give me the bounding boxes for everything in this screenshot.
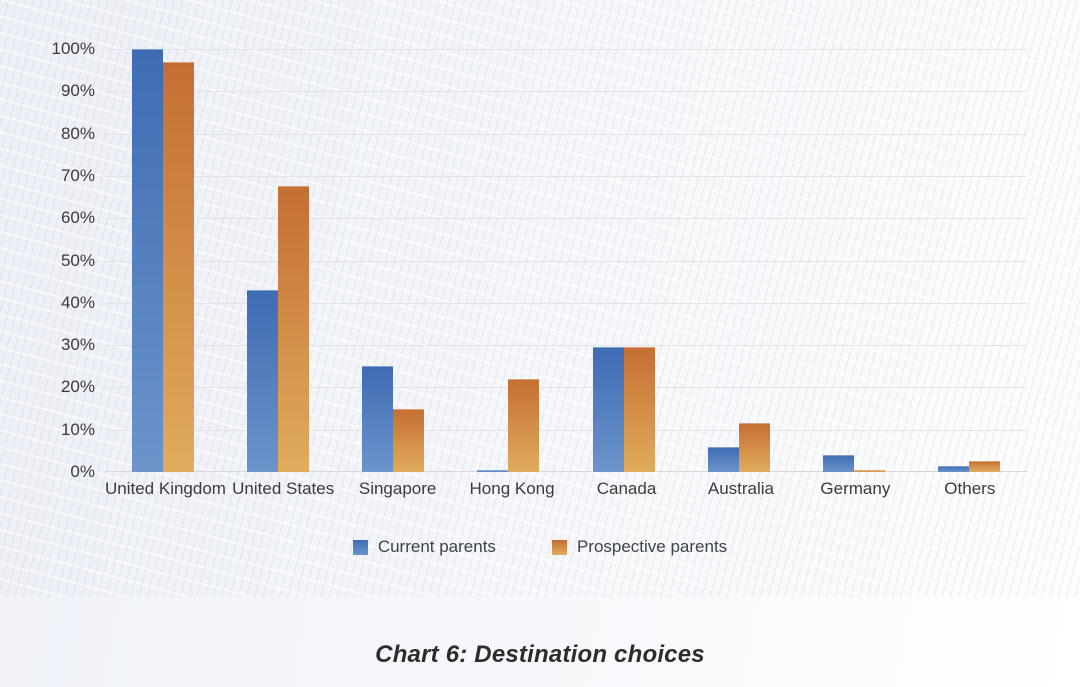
category-label: Germany	[820, 479, 891, 498]
x-axis-labels: United Kingdom United States Singapore Hong…	[105, 479, 1027, 499]
bar-group	[220, 49, 335, 472]
bar-group	[797, 49, 912, 472]
gridline	[105, 175, 1027, 177]
y-axis: 0% 10% 20% 30% 40% 50% 60% 70% 80% 90% 100%	[0, 39, 95, 481]
bar-current-parents	[707, 446, 739, 472]
bar-prospective-parents	[393, 408, 425, 472]
gridline	[105, 218, 1027, 220]
y-tick-label: 60%	[60, 208, 95, 228]
gridline	[105, 429, 1027, 431]
category-label: United Kingdom	[105, 479, 226, 498]
bar-group	[566, 49, 681, 472]
bar-current-parents	[938, 465, 970, 472]
bar-group	[451, 49, 566, 472]
bar-prospective-parents	[623, 347, 655, 472]
y-tick-label: 10%	[60, 419, 95, 439]
bar-current-parents	[592, 347, 624, 472]
y-tick-label: 20%	[60, 377, 95, 397]
bar-group	[105, 49, 220, 472]
y-tick-label: 80%	[60, 123, 95, 143]
gridline	[105, 387, 1027, 389]
bar-current-parents	[477, 469, 509, 472]
chart-caption: Chart 6: Destination choices	[375, 641, 705, 668]
bar-group	[912, 49, 1027, 472]
y-tick-label: 90%	[60, 81, 95, 101]
gridline	[105, 133, 1027, 135]
gridline	[105, 49, 1027, 50]
bar-prospective-parents	[738, 423, 770, 472]
gridline	[105, 91, 1027, 93]
y-tick-label: 50%	[60, 250, 95, 270]
bar-prospective-parents	[162, 61, 194, 472]
y-tick-label: 100%	[51, 39, 95, 58]
legend-item: Current parents	[352, 537, 496, 557]
bar-prospective-parents	[508, 378, 540, 472]
plot-area	[105, 49, 1027, 472]
category-label: Canada	[596, 479, 657, 498]
bar-prospective-parents	[969, 461, 1001, 472]
x-axis-line	[105, 471, 1027, 472]
legend-item: Prospective parents	[551, 537, 728, 557]
y-tick-label: 70%	[60, 165, 95, 185]
category-label: Hong Kong	[469, 479, 555, 498]
bar-prospective-parents	[277, 186, 309, 472]
gridline	[105, 345, 1027, 347]
legend-swatch-icon	[551, 539, 567, 555]
legend-swatch-icon	[352, 539, 368, 555]
bar-current-parents	[823, 455, 855, 472]
category-label: United States	[232, 479, 335, 498]
gridline	[105, 302, 1027, 304]
bar-group	[336, 49, 451, 472]
y-tick-label: 40%	[60, 292, 95, 312]
legend-label: Current parents	[377, 537, 496, 556]
bar-prospective-parents	[854, 469, 886, 472]
gridline	[105, 260, 1027, 262]
bar-current-parents	[131, 49, 163, 472]
bar-current-parents	[246, 290, 278, 472]
y-tick-label: 30%	[60, 335, 95, 355]
legend-label: Prospective parents	[576, 537, 728, 556]
bar-current-parents	[362, 366, 394, 472]
category-label: Australia	[707, 479, 774, 498]
legend: Current parents Prospective parents	[0, 537, 1080, 557]
category-label: Singapore	[358, 479, 437, 498]
category-label: Others	[944, 479, 996, 498]
bar-group	[681, 49, 796, 472]
bars-layer	[105, 49, 1027, 472]
y-tick-label: 0%	[70, 462, 95, 481]
